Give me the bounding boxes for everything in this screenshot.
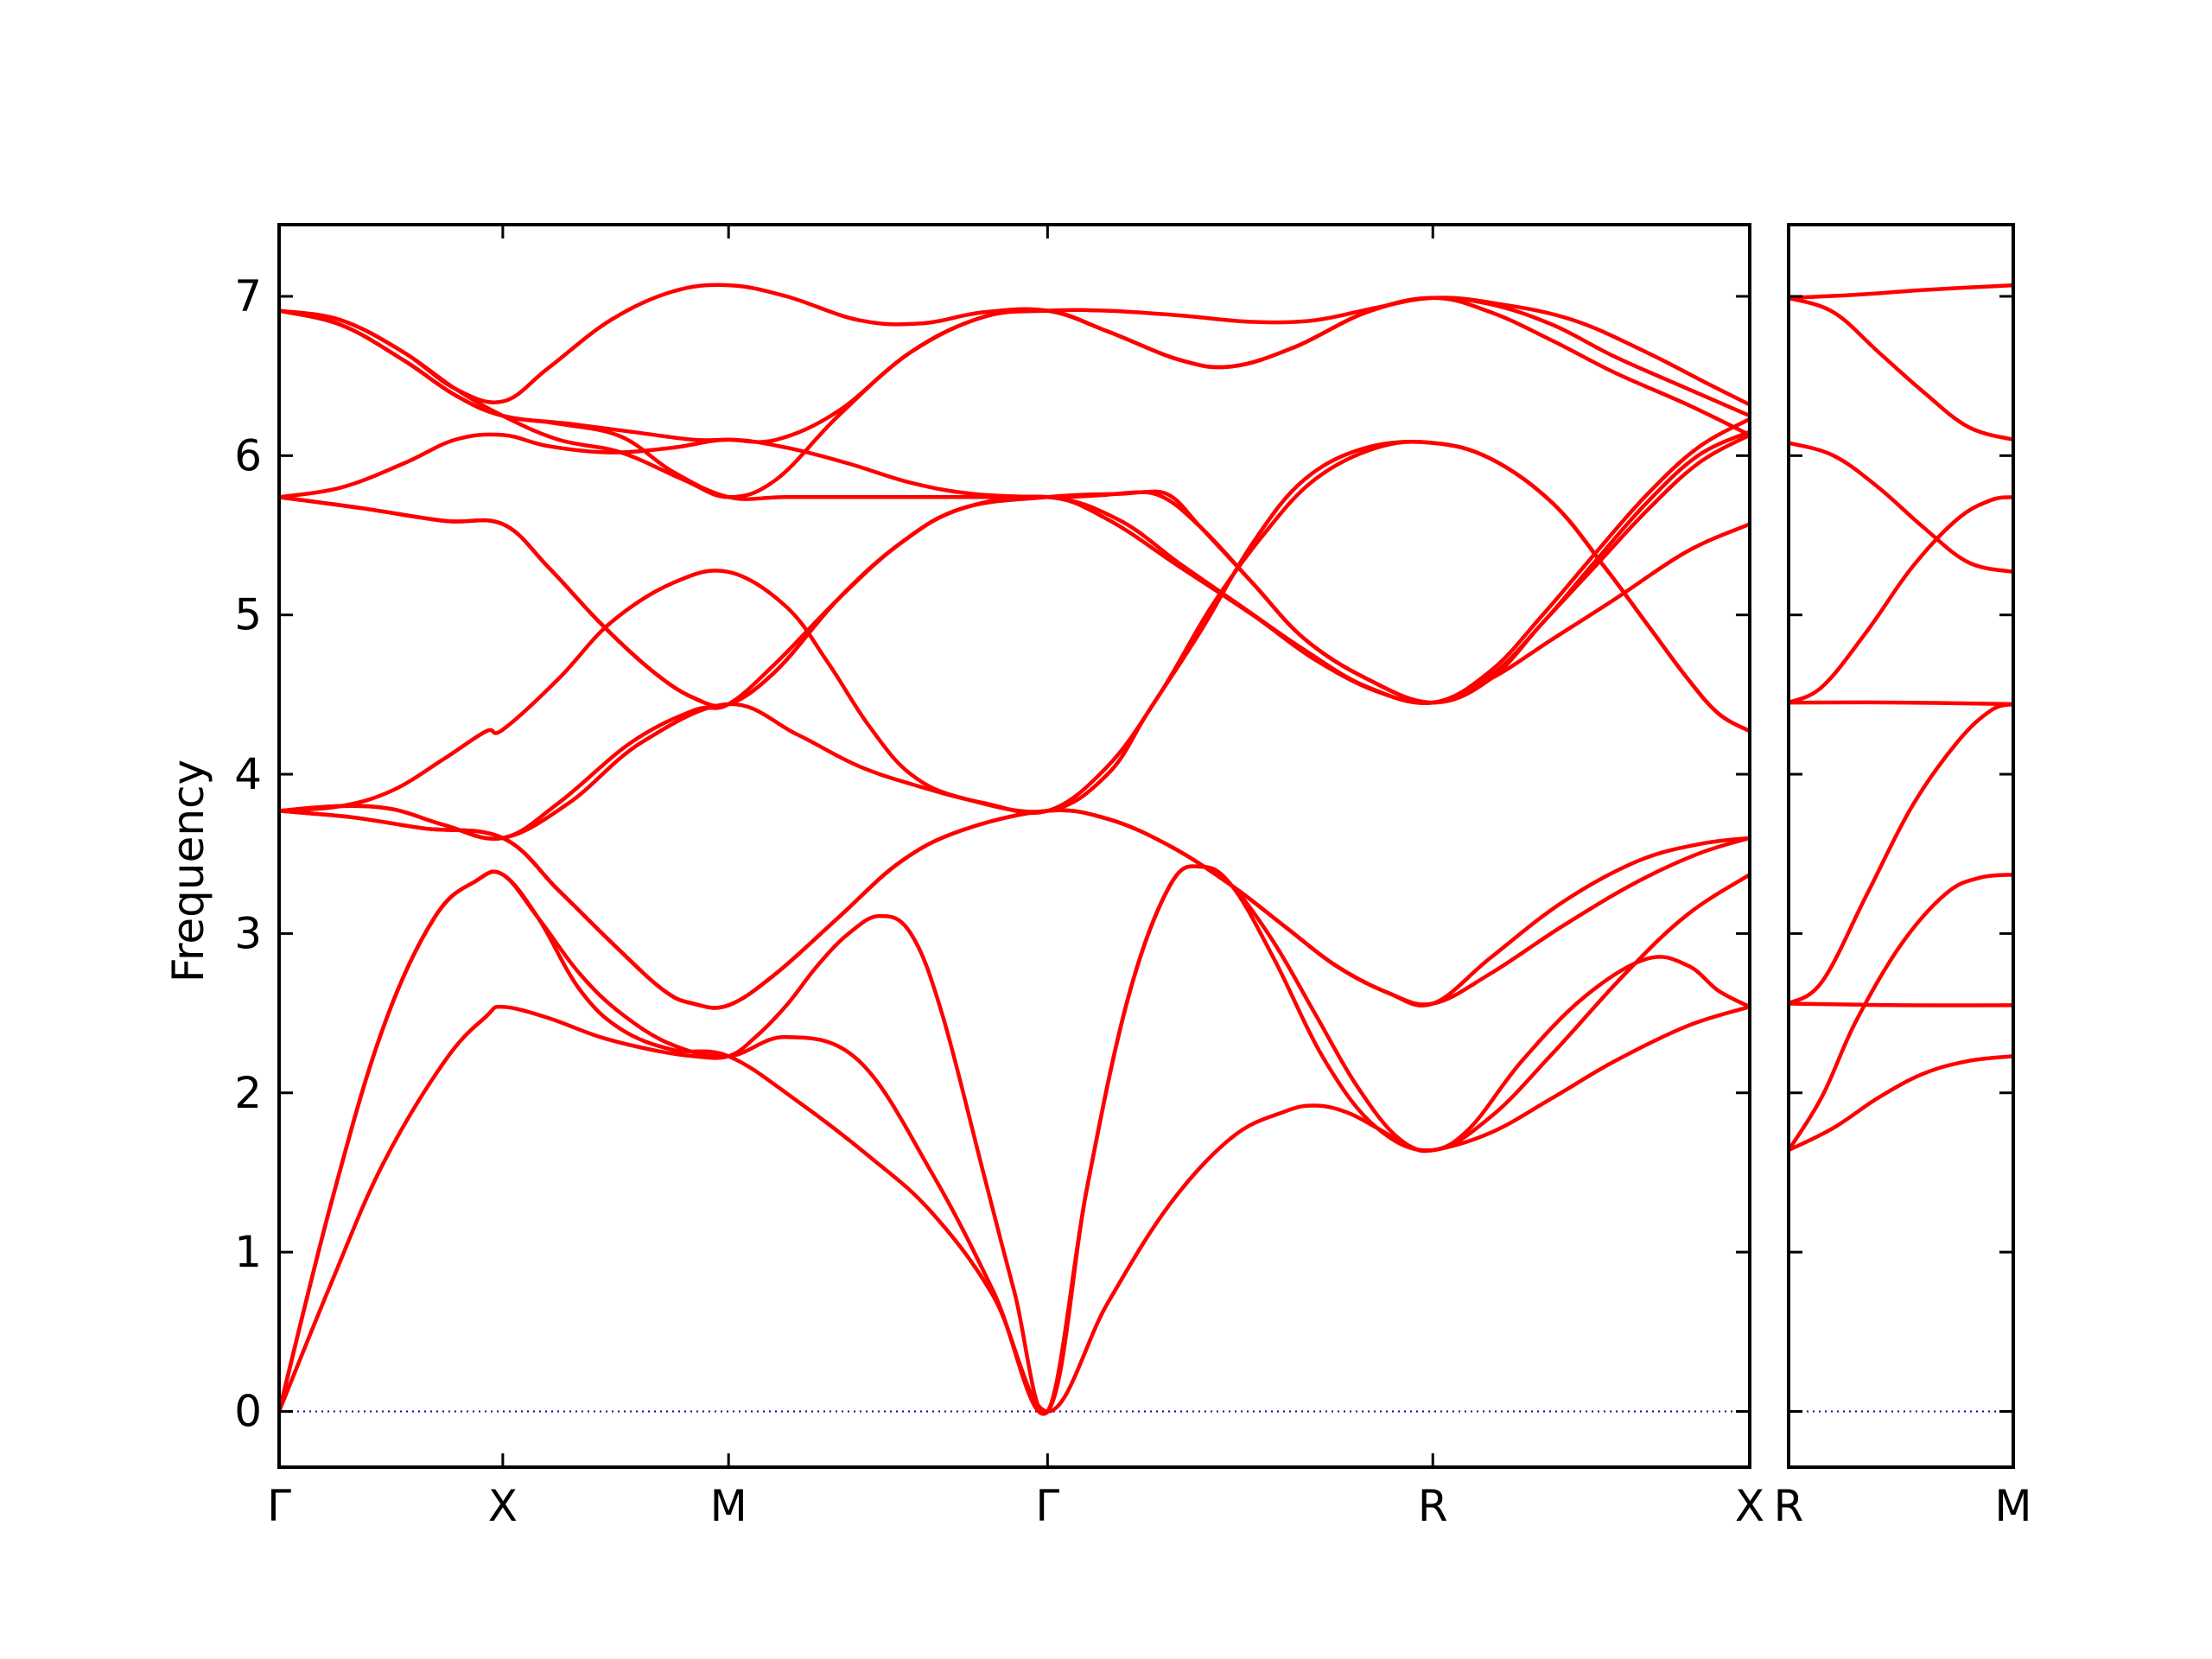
phonon-band-1 xyxy=(279,869,1750,1414)
main-panel: 0 1 2 3 4 5 6 7 Γ X M Γ R X xyxy=(234,223,1764,1531)
phonon-band-16 xyxy=(279,283,1750,407)
x-tick-label: M xyxy=(710,1481,747,1531)
phonon-band-9 xyxy=(279,433,1750,709)
phonon-band-1 xyxy=(1789,1054,2013,1153)
x-tick-label: R xyxy=(1774,1481,1804,1531)
phonon-band-3 xyxy=(279,864,1750,1416)
phonon-band-15 xyxy=(279,296,1750,499)
y-tick-label: 1 xyxy=(234,1227,262,1277)
phonon-band-9 xyxy=(1789,283,2013,301)
y-tick-label: 4 xyxy=(234,749,262,799)
y-tick-label: 0 xyxy=(234,1386,262,1436)
phonon-band-7 xyxy=(279,440,1750,814)
phonon-band-5 xyxy=(1789,700,2013,707)
x-tick-label: Γ xyxy=(267,1481,291,1531)
x-tick-label: R xyxy=(1418,1481,1448,1531)
phonon-band-14 xyxy=(279,296,1750,444)
x-tick-label: M xyxy=(1994,1481,2031,1531)
plot-frame xyxy=(277,223,1751,1469)
y-tick-label: 2 xyxy=(234,1068,262,1118)
y-tick-label: 5 xyxy=(234,590,262,640)
x-tick-label: X xyxy=(1735,1481,1764,1531)
phonon-band-2 xyxy=(1789,872,2013,1153)
phonon-band-6 xyxy=(1789,495,2013,705)
bands xyxy=(279,283,1750,1416)
y-tick-label: 7 xyxy=(234,271,262,321)
phonon-band-10 xyxy=(279,416,1750,709)
y-axis-label: Frequency xyxy=(163,760,213,982)
y-tick-label: 3 xyxy=(234,908,262,958)
phonon-band-4 xyxy=(1789,702,2013,1006)
y-tick-label: 6 xyxy=(234,430,262,480)
x-tick-label: X xyxy=(488,1481,518,1531)
phonon-band-5 xyxy=(279,808,1750,1010)
bands xyxy=(1789,283,2013,1413)
phonon-band-7 xyxy=(1789,441,2013,575)
phonon-band-3 xyxy=(1789,1001,2013,1007)
phonon-band-12 xyxy=(279,429,1750,705)
plot-frame xyxy=(1787,223,2015,1469)
x-tick-label: Γ xyxy=(1035,1481,1059,1531)
phonon-band-8 xyxy=(279,494,1750,841)
phonon-band-8 xyxy=(1789,296,2013,442)
